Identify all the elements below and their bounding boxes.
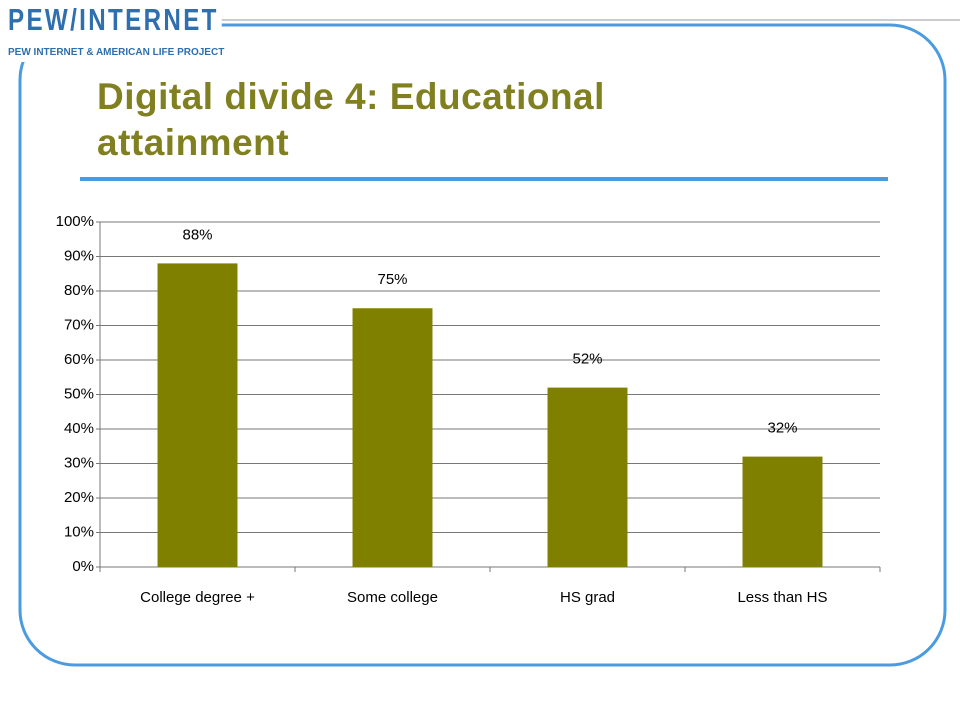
y-tick-label: 90% [64,247,94,264]
x-tick-label: HS grad [560,589,615,606]
x-tick-label: Less than HS [737,589,827,606]
y-tick-label: 50% [64,385,94,402]
slide-frame [18,23,947,667]
chart-title: Digital divide 4: Educational attainment [97,76,605,163]
bar [157,263,238,567]
y-tick-label: 20% [64,489,94,506]
logo-subtitle: PEW INTERNET & AMERICAN LIFE PROJECT [8,47,225,58]
y-tick-label: 80% [64,282,94,299]
data-label: 75% [377,271,407,288]
y-tick-label: 60% [64,351,94,368]
data-label: 52% [572,351,602,368]
y-tick-label: 70% [64,316,94,333]
x-tick-label: College degree + [140,589,255,606]
y-tick-label: 40% [64,420,94,437]
y-tick-label: 30% [64,454,94,471]
bar [547,387,628,567]
y-tick-label: 0% [72,558,94,575]
bar [742,456,823,567]
x-tick-label: Some college [347,589,438,606]
logo-name: PEW/INTERNET [8,2,222,38]
y-tick-label: 10% [64,523,94,540]
data-label: 88% [182,226,212,243]
data-label: 32% [767,420,797,437]
bar [352,308,433,567]
y-tick-label: 100% [56,213,94,230]
